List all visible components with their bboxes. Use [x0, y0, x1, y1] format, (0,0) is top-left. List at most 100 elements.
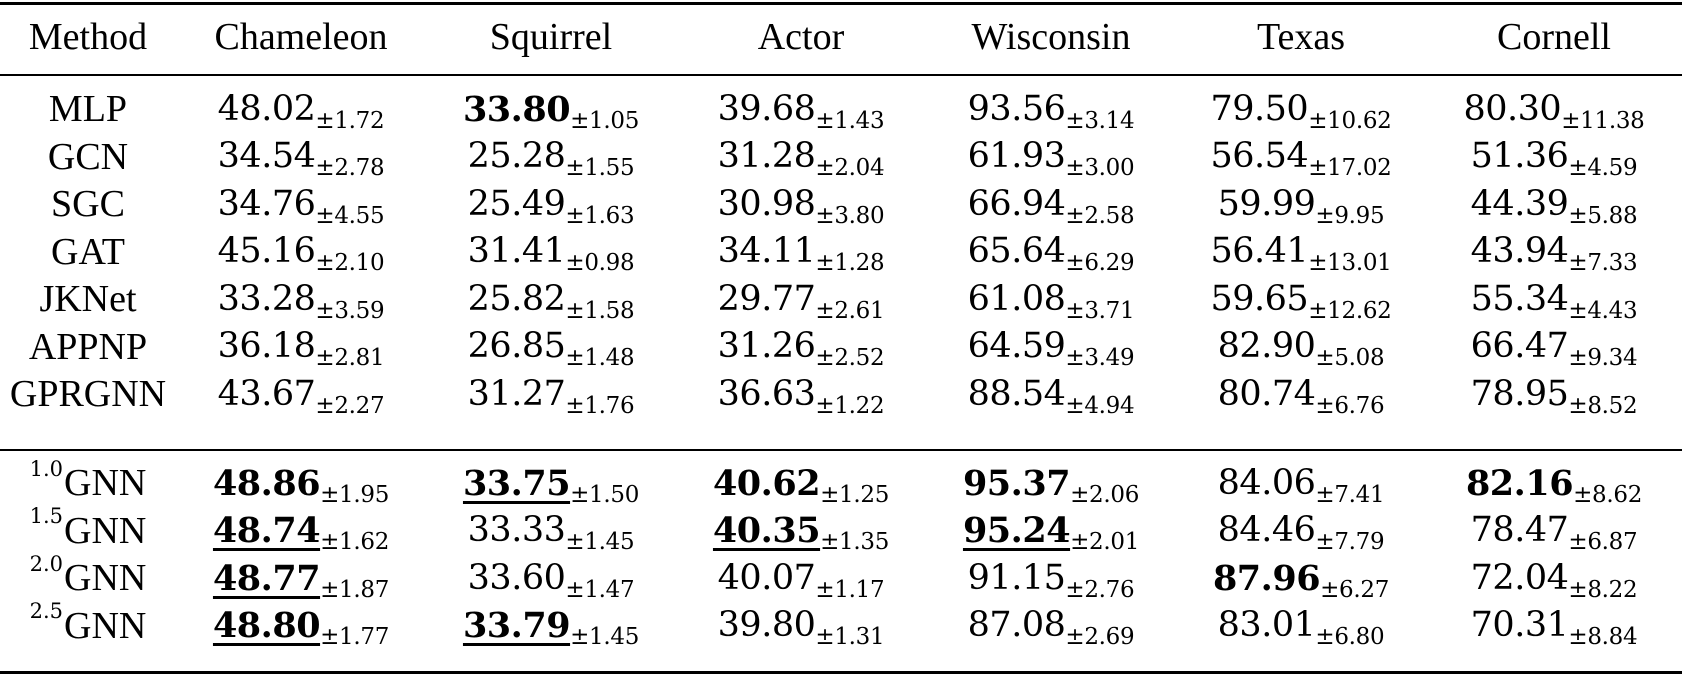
mean-value: 34.54 — [217, 136, 316, 176]
mean-value: 51.36 — [1470, 136, 1569, 176]
std-value: ±0.98 — [565, 250, 635, 276]
mean-value: 40.07 — [717, 557, 816, 598]
mean-value: 33.33 — [467, 510, 566, 550]
std-value: ±2.06 — [1070, 481, 1140, 508]
table-row: 2.0 GNN 48.77 ±1.87 33.60 ±1.47 40.07 ±1.17 91.1… — [0, 553, 1682, 603]
mean-value: 33.60 — [467, 557, 566, 598]
mean-value: 39.80 — [717, 605, 816, 645]
result-cell: 45.16 ±2.10 — [176, 227, 426, 277]
method-name: GNN — [64, 604, 147, 647]
std-value: ±9.95 — [1315, 202, 1385, 229]
result-cell: 34.76 ±4.55 — [176, 179, 426, 229]
mean-value: 43.67 — [217, 373, 316, 414]
mean-value: 59.65 — [1210, 278, 1309, 319]
std-value: ±8.62 — [1573, 481, 1643, 508]
result-cell: 44.39 ±5.88 — [1426, 179, 1682, 229]
result-cell: 61.08 ±3.71 — [926, 274, 1176, 324]
result-cell: 64.59 ±3.49 — [926, 322, 1176, 372]
result-cell: 33.33 ±1.45 — [426, 506, 676, 556]
method-cell: APPNP — [0, 322, 176, 372]
std-value: ±8.22 — [1568, 576, 1638, 603]
method-name: GNN — [64, 462, 147, 504]
mean-value: 78.95 — [1470, 373, 1569, 414]
std-value: ±3.80 — [815, 202, 885, 229]
mean-value: 34.11 — [717, 231, 816, 271]
std-value: ±8.52 — [1568, 392, 1638, 419]
mean-value: 39.68 — [717, 88, 816, 129]
mean-value: 93.56 — [967, 88, 1066, 129]
std-value: ±9.34 — [1568, 345, 1638, 371]
header-actor: Actor — [757, 16, 845, 58]
header-texas: Texas — [1256, 16, 1346, 58]
std-value: ±3.71 — [1065, 297, 1135, 324]
std-value: ±1.05 — [570, 107, 640, 134]
method-name: MLP — [48, 88, 128, 130]
std-value: ±5.88 — [1568, 202, 1638, 229]
result-cell: 87.08 ±2.69 — [926, 601, 1176, 651]
method-name: GAT — [51, 230, 125, 273]
result-cell: 79.50 ±10.62 — [1176, 84, 1426, 134]
header-rule — [0, 74, 1682, 76]
result-cell: 31.26 ±2.52 — [676, 322, 926, 372]
std-value: ±2.61 — [815, 297, 885, 324]
result-cell: 48.74 ±1.62 — [176, 506, 426, 556]
bottom-rule — [0, 671, 1682, 674]
std-value: ±3.14 — [1065, 107, 1135, 134]
mean-value: 40.35 — [712, 510, 821, 551]
result-cell: 25.82 ±1.58 — [426, 274, 676, 324]
result-cell: 29.77 ±2.61 — [676, 274, 926, 324]
header-squirrel: Squirrel — [489, 16, 613, 58]
mean-value: 84.46 — [1217, 510, 1316, 550]
result-cell: 84.06 ±7.41 — [1176, 458, 1426, 508]
method-name: GNN — [64, 557, 147, 599]
std-value: ±2.27 — [315, 392, 385, 419]
std-value: ±2.78 — [315, 155, 385, 181]
result-cell: 39.80 ±1.31 — [676, 601, 926, 651]
method-name: GCN — [47, 135, 129, 178]
table-row: MLP 48.02 ±1.72 33.80 ±1.05 39.68 ±1.43 93.56 ±3… — [0, 84, 1682, 134]
mean-value: 48.02 — [217, 88, 316, 129]
result-cell: 51.36 ±4.59 — [1426, 132, 1682, 182]
method-order-superscript: 1.0 — [29, 456, 64, 481]
mean-value: 31.26 — [717, 326, 816, 366]
std-value: ±2.52 — [815, 345, 885, 371]
result-cell: 34.11 ±1.28 — [676, 227, 926, 277]
std-value: ±17.02 — [1308, 155, 1392, 181]
mean-value: 88.54 — [967, 373, 1066, 414]
result-cell: 61.93 ±3.00 — [926, 132, 1176, 182]
table-row: JKNet 33.28 ±3.59 25.82 ±1.58 29.77 ±2.61 61.08… — [0, 274, 1682, 324]
std-value: ±11.38 — [1561, 107, 1645, 134]
result-cell: 93.56 ±3.14 — [926, 84, 1176, 134]
mean-value: 61.08 — [967, 278, 1066, 319]
table-row: 1.0 GNN 48.86 ±1.95 33.75 ±1.50 40.62 ±1.25 95.3… — [0, 458, 1682, 508]
result-cell: 66.94 ±2.58 — [926, 179, 1176, 229]
mean-value: 82.90 — [1217, 326, 1316, 366]
mean-value: 25.28 — [467, 136, 566, 176]
mean-value: 95.37 — [962, 462, 1071, 504]
method-name: APPNP — [28, 325, 148, 368]
std-value: ±1.62 — [320, 529, 390, 555]
std-value: ±6.29 — [1065, 250, 1135, 276]
mean-value: 66.94 — [967, 183, 1066, 224]
mean-value: 56.41 — [1210, 231, 1309, 271]
result-cell: 80.74 ±6.76 — [1176, 369, 1426, 419]
result-cell: 87.96 ±6.27 — [1176, 553, 1426, 603]
mean-value: 36.63 — [717, 373, 816, 414]
mean-value: 31.41 — [467, 231, 566, 271]
std-value: ±5.08 — [1315, 345, 1385, 371]
result-cell: 33.80 ±1.05 — [426, 84, 676, 134]
mean-value: 25.82 — [467, 278, 566, 319]
result-cell: 82.90 ±5.08 — [1176, 322, 1426, 372]
std-value: ±1.45 — [570, 624, 640, 650]
result-cell: 39.68 ±1.43 — [676, 84, 926, 134]
mean-value: 33.79 — [462, 605, 571, 646]
result-cell: 48.86 ±1.95 — [176, 458, 426, 508]
method-name: JKNet — [39, 278, 137, 320]
std-value: ±1.72 — [315, 107, 385, 134]
std-value: ±4.43 — [1568, 297, 1638, 324]
mean-value: 82.16 — [1465, 462, 1574, 504]
std-value: ±7.33 — [1568, 250, 1638, 276]
mean-value: 61.93 — [967, 136, 1066, 176]
std-value: ±4.55 — [315, 202, 385, 229]
result-cell: 40.62 ±1.25 — [676, 458, 926, 508]
